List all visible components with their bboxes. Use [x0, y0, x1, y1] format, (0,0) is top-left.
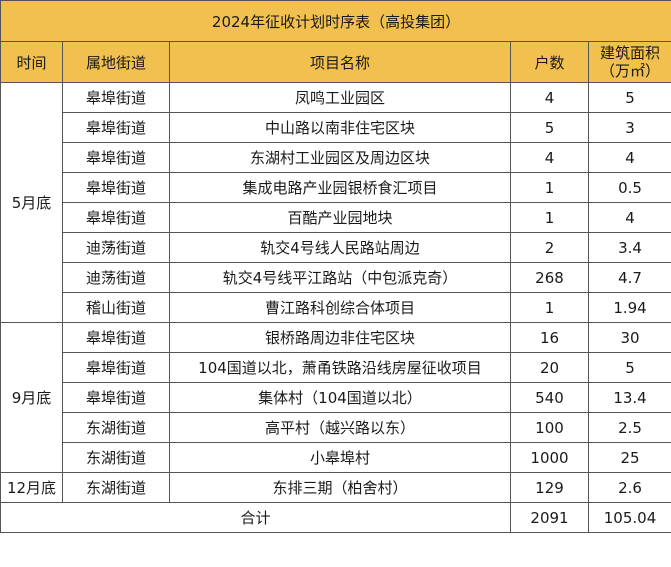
project-cell: 集成电路产业园银桥食汇项目 — [169, 172, 511, 203]
table-row: 12月底 东湖街道 东排三期（柏舍村） 129 2.6 — [0, 472, 671, 503]
households-cell: 540 — [510, 382, 589, 413]
title-row: 2024年征收计划时序表（高投集团） — [0, 0, 671, 42]
table-row: 5月底 皋埠街道 凤鸣工业园区 4 5 — [0, 82, 671, 323]
total-row: 合计 2091 105.04 — [0, 502, 671, 533]
header-project: 项目名称 — [169, 41, 511, 83]
street-cell: 皋埠街道 — [62, 352, 170, 383]
table-row: 皋埠街道 中山路以南非住宅区块 5 3 — [1, 112, 671, 143]
project-cell: 东湖村工业园区及周边区块 — [169, 142, 511, 173]
households-cell: 20 — [510, 352, 589, 383]
period-cell: 12月底 — [0, 472, 63, 503]
table-row: 迪荡街道 轨交4号线平江路站（中包派克奇） 268 4.7 — [1, 262, 671, 293]
project-cell: 104国道以北，萧甬铁路沿线房屋征收项目 — [169, 352, 511, 383]
street-cell: 皋埠街道 — [62, 172, 170, 203]
project-cell: 小皋埠村 — [169, 442, 511, 473]
table-row: 皋埠街道 集成电路产业园银桥食汇项目 1 0.5 — [1, 172, 671, 203]
total-area: 105.04 — [587, 502, 671, 533]
households-cell: 16 — [510, 322, 589, 353]
period-cell: 9月底 — [0, 322, 63, 473]
area-cell: 25 — [587, 442, 671, 473]
table-row: 迪荡街道 轨交4号线人民路站周边 2 3.4 — [1, 232, 671, 263]
area-cell: 5 — [587, 352, 671, 383]
project-cell: 东排三期（柏舍村） — [169, 472, 511, 503]
area-cell: 3 — [587, 112, 671, 143]
period-cell: 5月底 — [0, 82, 63, 323]
street-cell: 皋埠街道 — [62, 142, 170, 173]
households-cell: 1 — [510, 292, 589, 323]
project-cell: 银桥路周边非住宅区块 — [169, 322, 511, 353]
header-row: 时间 属地街道 项目名称 户数 建筑面积（万㎡） — [0, 41, 671, 83]
total-households: 2091 — [510, 502, 589, 533]
area-cell: 1.94 — [587, 292, 671, 323]
project-cell: 百酷产业园地块 — [169, 202, 511, 233]
project-cell: 轨交4号线平江路站（中包派克奇） — [169, 262, 511, 293]
area-cell: 13.4 — [587, 382, 671, 413]
table-row: 皋埠街道 东湖村工业园区及周边区块 4 4 — [1, 142, 671, 173]
area-cell: 4 — [587, 202, 671, 233]
households-cell: 4 — [510, 82, 589, 113]
area-cell: 4 — [587, 142, 671, 173]
street-cell: 东湖街道 — [62, 472, 170, 503]
area-cell: 30 — [587, 322, 671, 353]
project-cell: 高平村（越兴路以东） — [169, 412, 511, 443]
households-cell: 5 — [510, 112, 589, 143]
table-row: 东湖街道 高平村（越兴路以东） 100 2.5 — [1, 412, 671, 443]
project-cell: 凤鸣工业园区 — [169, 82, 511, 113]
households-cell: 1 — [510, 172, 589, 203]
street-cell: 东湖街道 — [62, 412, 170, 443]
street-cell: 皋埠街道 — [62, 82, 170, 113]
area-cell: 4.7 — [587, 262, 671, 293]
households-cell: 4 — [510, 142, 589, 173]
street-cell: 迪荡街道 — [62, 232, 170, 263]
header-area: 建筑面积（万㎡） — [587, 41, 671, 83]
table-row: 9月底 皋埠街道 银桥路周边非住宅区块 16 30 — [0, 322, 671, 473]
street-cell: 皋埠街道 — [62, 202, 170, 233]
table-row: 皋埠街道 集体村（104国道以北） 540 13.4 — [1, 382, 671, 413]
area-cell: 5 — [587, 82, 671, 113]
households-cell: 2 — [510, 232, 589, 263]
street-cell: 东湖街道 — [62, 442, 170, 473]
area-cell: 2.5 — [587, 412, 671, 443]
table-title: 2024年征收计划时序表（高投集团） — [0, 0, 671, 42]
households-cell: 268 — [510, 262, 589, 293]
street-cell: 皋埠街道 — [62, 112, 170, 143]
table-row: 皋埠街道 104国道以北，萧甬铁路沿线房屋征收项目 20 5 — [1, 352, 671, 383]
project-cell: 中山路以南非住宅区块 — [169, 112, 511, 143]
area-cell: 0.5 — [587, 172, 671, 203]
households-cell: 1 — [510, 202, 589, 233]
table-row: 东湖街道 小皋埠村 1000 25 — [1, 442, 671, 473]
header-time: 时间 — [0, 41, 63, 83]
street-cell: 迪荡街道 — [62, 262, 170, 293]
project-cell: 集体村（104国道以北） — [169, 382, 511, 413]
header-households: 户数 — [510, 41, 589, 83]
project-cell: 轨交4号线人民路站周边 — [169, 232, 511, 263]
table-row: 稽山街道 曹江路科创综合体项目 1 1.94 — [1, 292, 671, 323]
area-cell: 2.6 — [587, 472, 671, 503]
street-cell: 稽山街道 — [62, 292, 170, 323]
street-cell: 皋埠街道 — [62, 382, 170, 413]
project-cell: 曹江路科创综合体项目 — [169, 292, 511, 323]
header-street: 属地街道 — [62, 41, 170, 83]
street-cell: 皋埠街道 — [62, 322, 170, 353]
plan-table: 2024年征收计划时序表（高投集团） 时间 属地街道 项目名称 户数 建筑面积（… — [0, 0, 671, 533]
households-cell: 129 — [510, 472, 589, 503]
households-cell: 100 — [510, 412, 589, 443]
table-row: 皋埠街道 百酷产业园地块 1 4 — [1, 202, 671, 233]
households-cell: 1000 — [510, 442, 589, 473]
area-cell: 3.4 — [587, 232, 671, 263]
total-label: 合计 — [0, 502, 511, 533]
